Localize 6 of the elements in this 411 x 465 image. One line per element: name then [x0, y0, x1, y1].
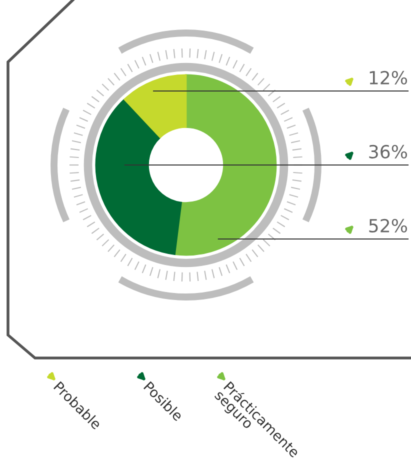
data-label: 12% — [370, 70, 408, 84]
data-label: 52% — [369, 218, 408, 232]
donut-slice — [95, 98, 182, 255]
data-label: 36% — [369, 144, 408, 158]
donut-slice — [124, 74, 187, 138]
donut-slice — [174, 74, 277, 256]
